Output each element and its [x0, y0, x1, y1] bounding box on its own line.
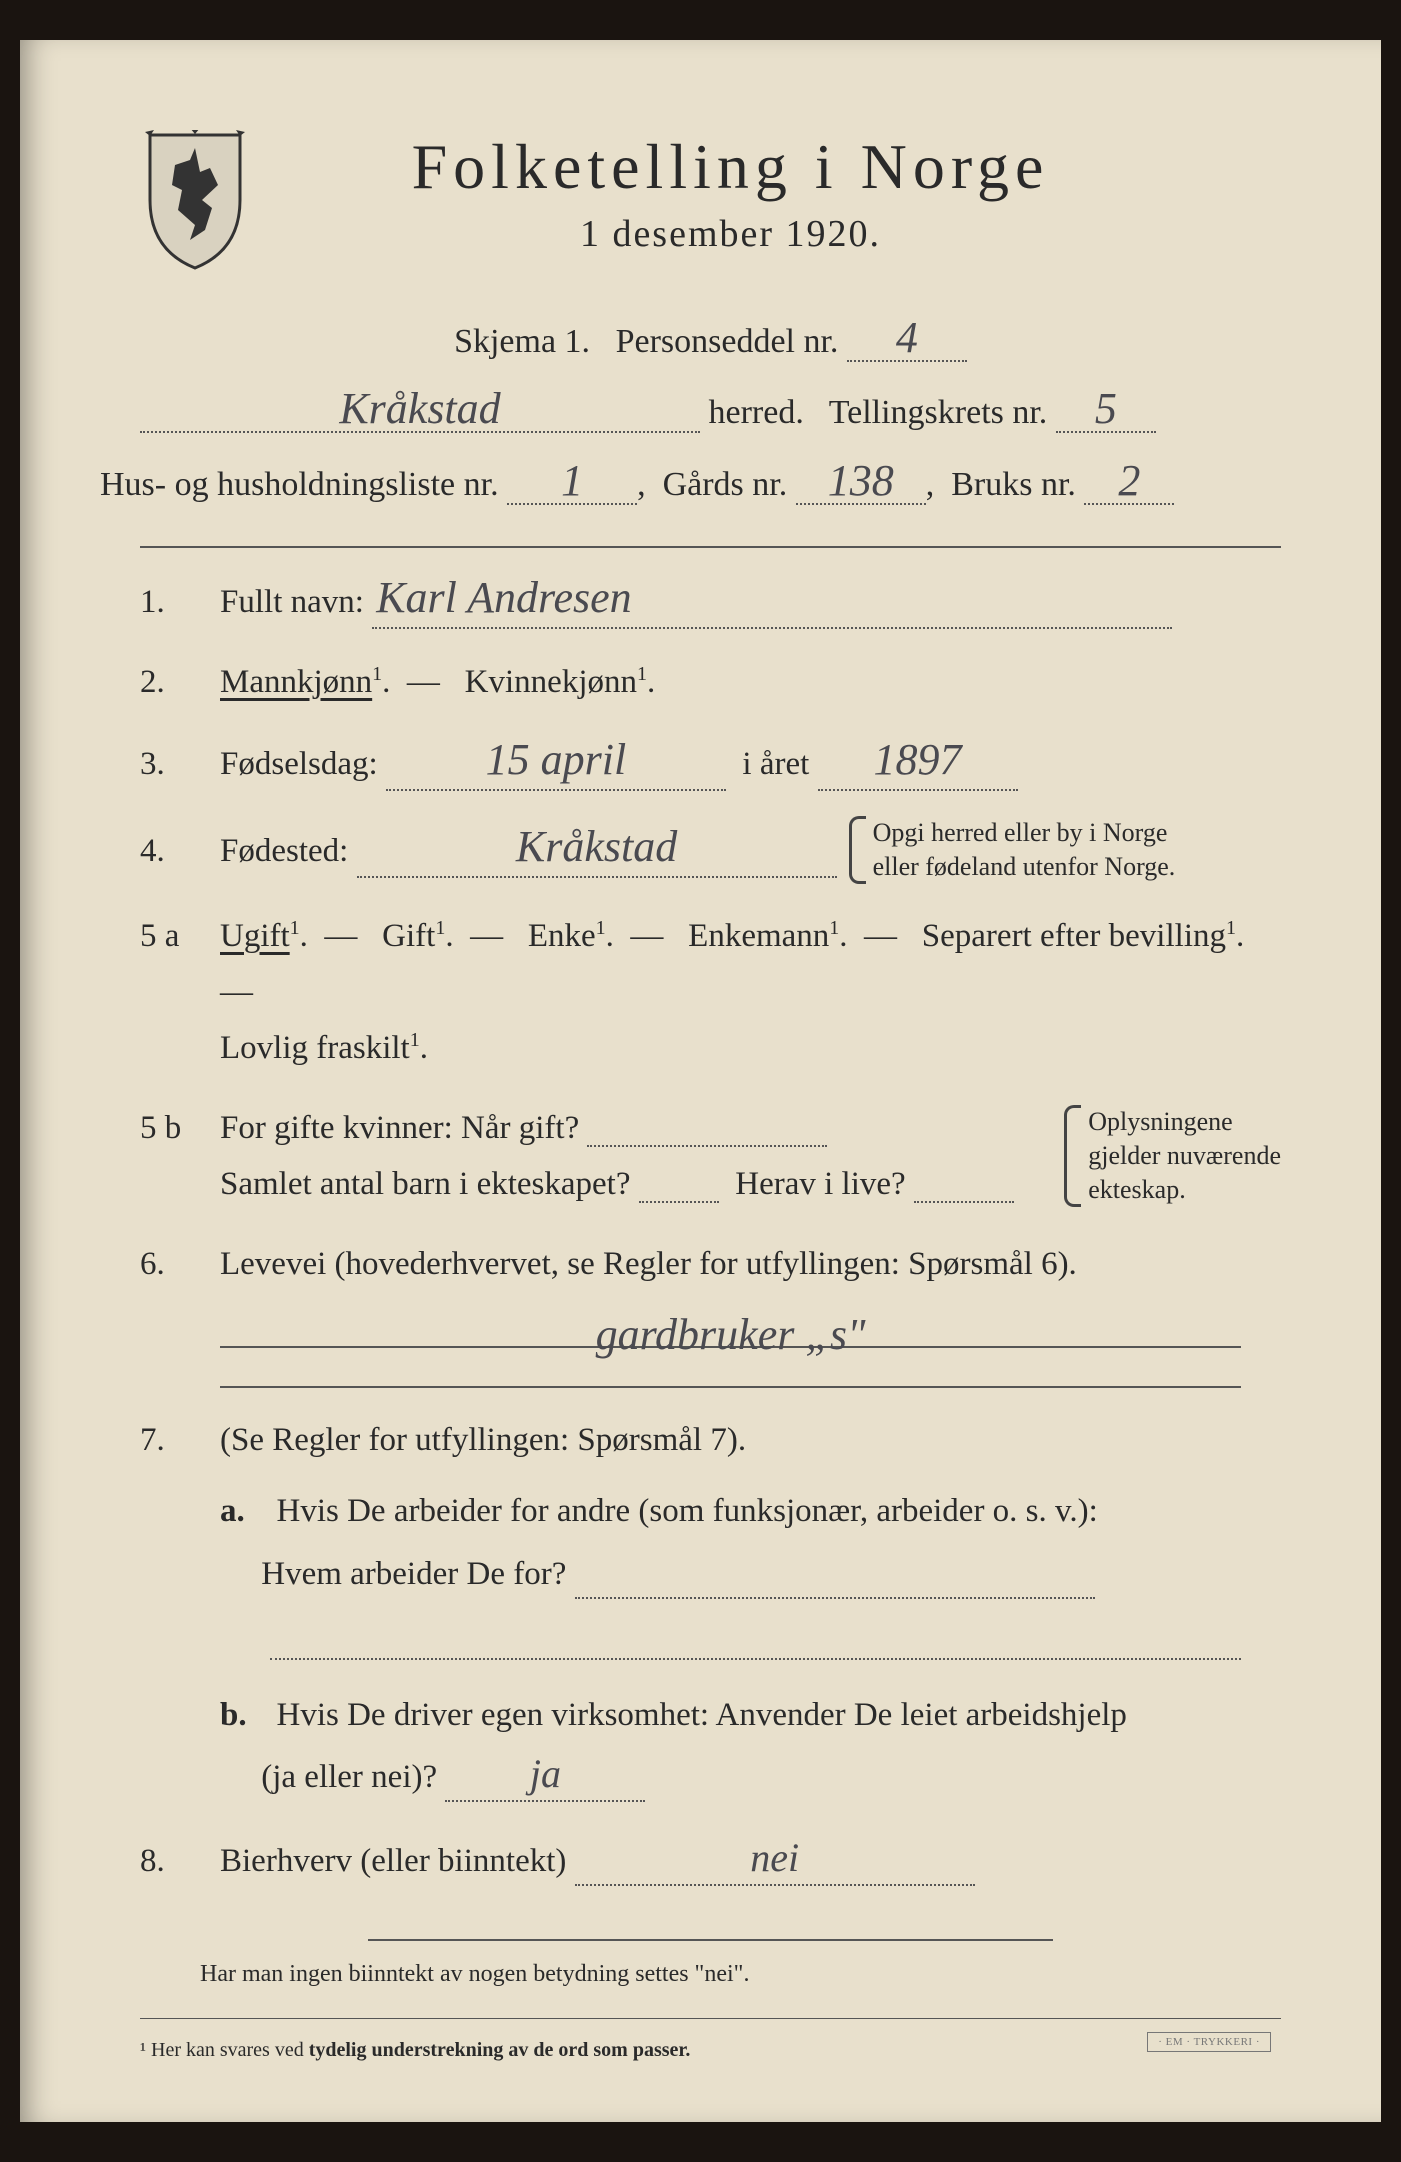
question-7b: b. Hvis De driver egen virksomhet: Anven… [220, 1684, 1281, 1809]
gards-nr: 138 [824, 459, 898, 503]
footnote-1: Har man ingen biinntekt av nogen betydni… [200, 1961, 1281, 1988]
q8-num: 8. [140, 1833, 200, 1889]
q5a-ugift: Ugift [220, 918, 290, 954]
bruks-label: Bruks nr. [951, 466, 1076, 503]
tellingskrets-label: Tellingskrets nr. [829, 394, 1048, 431]
q4-note1: Opgi herred eller by i Norge [873, 818, 1168, 847]
printer-stamp: · EM · TRYKKERI · [1147, 2032, 1271, 2052]
question-5a: 5 a Ugift1. — Gift1. — Enke1. — Enkemann… [140, 908, 1281, 1076]
tellingskrets-nr: 5 [1091, 387, 1121, 431]
q7b-line2: (ja eller nei)? [261, 1759, 437, 1795]
question-3: 3. Fødselsdag: 15 april i året 1897 [140, 734, 1281, 792]
q3-year-label: i året [742, 746, 809, 782]
q2-kvinne: Kvinnekjønn [465, 664, 637, 700]
divider-1 [140, 546, 1281, 548]
q5b-note3: ekteskap. [1088, 1175, 1185, 1204]
q5a-fraskilt: Lovlig fraskilt [220, 1030, 410, 1066]
husliste-label: Hus- og husholdningsliste nr. [100, 466, 499, 503]
q6-value: gardbruker „s" [592, 1298, 870, 1373]
q5b-note: Oplysningene gjelder nuværende ekteskap. [1064, 1105, 1281, 1206]
form-meta-line2: Kråkstad herred. Tellingskrets nr. 5 [140, 381, 1281, 446]
husliste-nr: 1 [557, 459, 587, 503]
question-7a: a. Hvis De arbeider for andre (som funks… [220, 1480, 1281, 1659]
skjema-label: Skjema 1. [454, 323, 590, 360]
herred-value: Kråkstad [335, 387, 504, 431]
census-form-page: Folketelling i Norge 1 desember 1920. Sk… [20, 40, 1381, 2122]
q7-label: (Se Regler for utfyllingen: Spørsmål 7). [220, 1412, 1281, 1468]
footnote-2: ¹ Her kan svares ved tydelig understrekn… [140, 2039, 1281, 2062]
q2-mann: Mannkjønn [220, 664, 372, 700]
q5a-enke: Enke [528, 918, 596, 954]
q3-label: Fødselsdag: [220, 746, 378, 782]
q4-label: Fødested: [220, 833, 348, 869]
q5b-num: 5 b [140, 1100, 200, 1156]
q5b-line2a: Samlet antal barn i ekteskapet? [220, 1166, 631, 1202]
q8-value: nei [746, 1834, 803, 1882]
question-7: 7. (Se Regler for utfyllingen: Spørsmål … [140, 1412, 1281, 1468]
divider-2 [368, 1939, 1053, 1941]
question-2: 2. Mannkjønn1. — Kvinnekjønn1. [140, 654, 1281, 710]
herred-label: herred. [709, 394, 804, 431]
bruks-nr: 2 [1114, 459, 1144, 503]
q5b-line2b: Herav i live? [735, 1166, 905, 1202]
main-title: Folketelling i Norge [290, 130, 1171, 204]
q7a-label: a. [220, 1480, 260, 1543]
title-block: Folketelling i Norge 1 desember 1920. [290, 130, 1281, 256]
question-5b: 5 b For gifte kvinner: Når gift? Samlet … [140, 1100, 1281, 1212]
q1-value: Karl Andresen [372, 572, 635, 625]
q7-num: 7. [140, 1412, 200, 1468]
q3-year: 1897 [870, 734, 966, 787]
q7b-label: b. [220, 1684, 260, 1747]
q2-sup2: 1 [637, 663, 647, 685]
q1-num: 1. [140, 574, 200, 630]
subtitle: 1 desember 1920. [290, 212, 1171, 256]
q7a-line2: Hvem arbeider De for? [261, 1556, 566, 1592]
q3-day: 15 april [482, 734, 631, 787]
form-meta-line3: Hus- og husholdningsliste nr. 1, Gårds n… [100, 453, 1281, 518]
question-8: 8. Bierhverv (eller biinntekt) nei [140, 1833, 1281, 1889]
q5b-note1: Oplysningene [1088, 1107, 1232, 1136]
divider-3 [140, 2018, 1281, 2019]
q1-label: Fullt navn: [220, 584, 364, 620]
q6-label: Levevei (hovederhvervet, se Regler for u… [220, 1246, 1077, 1282]
gards-label: Gårds nr. [663, 466, 788, 503]
q2-sup1: 1 [372, 663, 382, 685]
q4-note: Opgi herred eller by i Norge eller fødel… [849, 816, 1176, 884]
q4-num: 4. [140, 823, 200, 879]
form-meta-line1: Skjema 1. Personseddel nr. 4 [140, 310, 1281, 375]
personseddel-nr: 4 [892, 316, 922, 360]
q5b-line1: For gifte kvinner: Når gift? [220, 1110, 579, 1146]
q5a-num: 5 a [140, 908, 200, 964]
q7b-value: ja [526, 1750, 565, 1798]
q7b-line1: Hvis De driver egen virksomhet: Anvender… [277, 1697, 1127, 1733]
q3-num: 3. [140, 736, 200, 792]
footnote2-bold: tydelig understrekning av de ord som pas… [309, 2039, 691, 2061]
question-1: 1. Fullt navn: Karl Andresen [140, 572, 1281, 630]
q4-value: Kråkstad [512, 821, 681, 874]
coat-of-arms-icon [140, 130, 250, 270]
footnote2-pre: ¹ Her kan svares ved [140, 2039, 309, 2061]
question-6: 6. Levevei (hovederhvervet, se Regler fo… [140, 1236, 1281, 1388]
q5a-separert: Separert efter bevilling [922, 918, 1226, 954]
q4-note2: eller fødeland utenfor Norge. [873, 852, 1176, 881]
q5a-enkemann: Enkemann [688, 918, 829, 954]
q7a-line1: Hvis De arbeider for andre (som funksjon… [277, 1493, 1098, 1529]
question-4: 4. Fødested: Kråkstad Opgi herred eller … [140, 816, 1281, 884]
q2-num: 2. [140, 654, 200, 710]
q5a-gift: Gift [382, 918, 435, 954]
q8-label: Bierhverv (eller biinntekt) [220, 1843, 566, 1879]
header: Folketelling i Norge 1 desember 1920. [140, 130, 1281, 270]
q5b-note2: gjelder nuværende [1088, 1141, 1281, 1170]
personseddel-label: Personseddel nr. [616, 323, 839, 360]
q6-num: 6. [140, 1236, 200, 1292]
